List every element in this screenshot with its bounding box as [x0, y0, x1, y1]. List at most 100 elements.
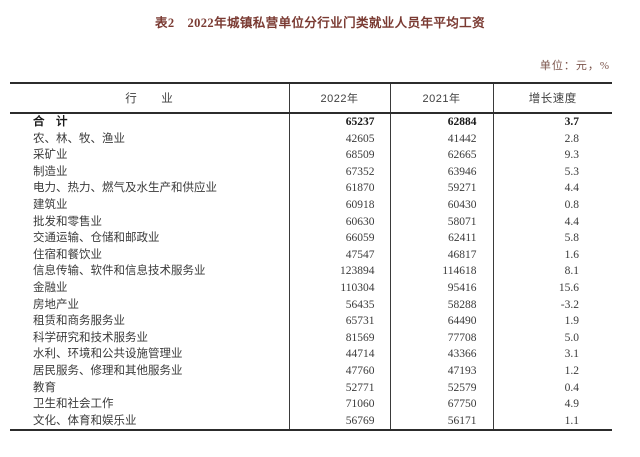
industry-name-cell: 租赁和商务服务业: [10, 313, 290, 330]
table-row: 建筑业 60918 60430 0.8: [10, 196, 612, 214]
value-2021-cell: 62884: [390, 113, 494, 131]
table-row: 金融业 110304 95416 15.6: [10, 279, 612, 297]
value-2022-cell: 81569: [289, 329, 391, 347]
value-2021-cell: 77708: [390, 329, 494, 347]
industry-name-cell: 采矿业: [10, 147, 290, 164]
value-2022-cell: 65731: [289, 313, 391, 330]
table-row: 信息传输、软件和信息技术服务业 123894 114618 8.1: [10, 263, 612, 280]
column-header-2021: 2021年: [390, 83, 494, 113]
value-2021-cell: 95416: [390, 279, 494, 297]
table-row: 电力、热力、燃气及水生产和供应业 61870 59271 4.4: [10, 180, 612, 197]
value-growth-cell: 15.6: [558, 281, 579, 294]
value-2021-cell: 114618: [390, 263, 494, 280]
value-2022-cell: 60630: [289, 213, 391, 231]
value-2022-cell: 68509: [289, 147, 391, 164]
value-2021-cell: 63946: [390, 163, 494, 181]
value-growth-cell: 1.9: [564, 315, 579, 328]
value-growth-cell: 1.1: [564, 414, 579, 427]
table-row: 合 计 65237 62884 3.7: [10, 113, 612, 131]
industry-name-cell: 批发和零售业: [10, 213, 290, 231]
industry-name-cell: 教育: [10, 379, 290, 397]
table-row: 房地产业 56435 58288 -3.2: [10, 296, 612, 314]
table-row: 卫生和社会工作 71060 67750 4.9: [10, 396, 612, 413]
value-growth-cell: 1.6: [564, 248, 579, 261]
value-2021-cell: 41442: [390, 130, 494, 148]
industry-name-cell: 科学研究和技术服务业: [10, 329, 290, 347]
value-2021-cell: 62665: [390, 147, 494, 164]
value-2021-cell: 52579: [390, 379, 494, 397]
unit-note: 单位：元，%: [539, 60, 610, 72]
value-2021-cell: 43366: [390, 346, 494, 363]
value-growth-cell: 2.8: [564, 132, 579, 145]
value-growth-cell: 8.1: [564, 265, 579, 278]
value-2021-cell: 67750: [390, 396, 494, 413]
value-2022-cell: 123894: [289, 263, 391, 280]
industry-name-cell: 金融业: [10, 279, 290, 297]
table-row: 农、林、牧、渔业 42605 41442 2.8: [10, 130, 612, 148]
industry-name-cell: 卫生和社会工作: [10, 396, 290, 413]
value-2022-cell: 44714: [289, 346, 391, 363]
value-growth-cell: 3.1: [564, 348, 579, 361]
value-growth-cell: 0.8: [564, 198, 579, 211]
value-2022-cell: 71060: [289, 396, 391, 413]
table-row: 批发和零售业 60630 58071 4.4: [10, 213, 612, 231]
value-2022-cell: 60918: [289, 196, 391, 214]
table-row: 交通运输、仓储和邮政业 66059 62411 5.8: [10, 230, 612, 247]
industry-name-cell: 信息传输、软件和信息技术服务业: [10, 263, 290, 280]
industry-name-cell: 住宿和餐饮业: [10, 246, 290, 264]
table-row: 制造业 67352 63946 5.3: [10, 163, 612, 181]
value-2022-cell: 110304: [289, 279, 391, 297]
table-row: 教育 52771 52579 0.4: [10, 379, 612, 397]
value-2022-cell: 67352: [289, 163, 391, 181]
value-2021-cell: 47193: [390, 362, 494, 380]
value-2021-cell: 62411: [390, 230, 494, 247]
table-body: 合 计 65237 62884 3.7 农、林、牧、渔业 42605 41442…: [10, 113, 612, 431]
value-2021-cell: 58071: [390, 213, 494, 231]
table-row: 科学研究和技术服务业 81569 77708 5.0: [10, 329, 612, 347]
value-2021-cell: 59271: [390, 180, 494, 197]
value-growth-cell: 4.9: [564, 398, 579, 411]
industry-name-cell: 水利、环境和公共设施管理业: [10, 346, 290, 363]
value-growth-cell: -3.2: [560, 298, 579, 311]
value-growth-cell: 9.3: [564, 149, 579, 162]
value-growth-cell: 5.0: [564, 331, 579, 344]
value-2022-cell: 65237: [289, 113, 391, 131]
value-growth-cell: 5.3: [564, 165, 579, 178]
value-2021-cell: 58288: [390, 296, 494, 314]
value-2022-cell: 42605: [289, 130, 391, 148]
industry-name-cell: 电力、热力、燃气及水生产和供应业: [10, 180, 290, 197]
value-2021-cell: 56171: [390, 412, 494, 431]
value-2022-cell: 47760: [289, 362, 391, 380]
table-row: 居民服务、修理和其他服务业 47760 47193 1.2: [10, 362, 612, 380]
industry-name-cell: 居民服务、修理和其他服务业: [10, 362, 290, 380]
value-2022-cell: 56769: [289, 412, 391, 431]
table-row: 文化、体育和娱乐业 56769 56171 1.1: [10, 412, 612, 431]
industry-name-cell: 制造业: [10, 163, 290, 181]
value-growth-cell: 4.4: [564, 215, 579, 228]
value-growth-cell: 3.7: [564, 116, 579, 128]
industry-name-cell: 建筑业: [10, 196, 290, 214]
table-row: 租赁和商务服务业 65731 64490 1.9: [10, 313, 612, 330]
wage-table: 行 业 2022年 2021年 增长速度 合 计 65237 62884 3.7…: [10, 82, 612, 431]
value-2022-cell: 47547: [289, 246, 391, 264]
industry-name-cell: 农、林、牧、渔业: [10, 130, 290, 148]
value-2021-cell: 46817: [390, 246, 494, 264]
table-title: 表2 2022年城镇私营单位分行业门类就业人员年平均工资: [155, 16, 485, 30]
header-row: 行 业 2022年 2021年 增长速度: [10, 83, 612, 113]
column-header-growth: 增长速度: [528, 93, 577, 105]
value-growth-cell: 5.8: [564, 232, 579, 245]
value-2022-cell: 66059: [289, 230, 391, 247]
industry-name-cell: 合 计: [10, 113, 290, 131]
column-header-2022: 2022年: [289, 83, 391, 113]
industry-name-cell: 交通运输、仓储和邮政业: [10, 230, 290, 247]
value-growth-cell: 4.4: [564, 182, 579, 195]
industry-name-cell: 文化、体育和娱乐业: [10, 412, 290, 431]
table-row: 采矿业 68509 62665 9.3: [10, 147, 612, 164]
industry-name-cell: 房地产业: [10, 296, 290, 314]
value-2022-cell: 56435: [289, 296, 391, 314]
value-growth-cell: 0.4: [564, 381, 579, 394]
table-row: 住宿和餐饮业 47547 46817 1.6: [10, 246, 612, 264]
value-2021-cell: 64490: [390, 313, 494, 330]
value-2021-cell: 60430: [390, 196, 494, 214]
value-2022-cell: 52771: [289, 379, 391, 397]
